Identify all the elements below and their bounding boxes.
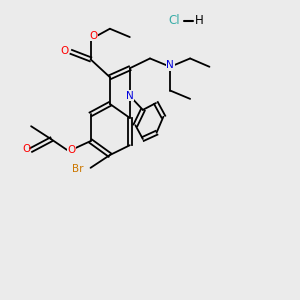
Text: Cl: Cl [168,14,180,27]
Text: N: N [126,91,134,101]
Text: O: O [67,145,75,155]
Text: H: H [195,14,203,27]
Text: O: O [89,31,98,40]
Text: N: N [166,60,174,70]
Text: O: O [60,46,68,56]
Text: O: O [22,143,31,154]
Text: Br: Br [72,164,83,174]
